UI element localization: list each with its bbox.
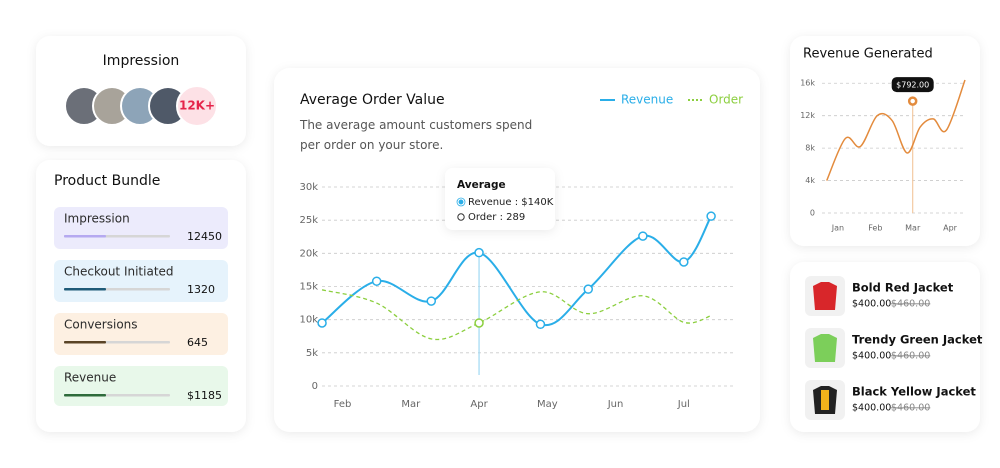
- bundle-value: $1185: [187, 389, 222, 402]
- point: [426, 296, 437, 306]
- product-name: Bold Red Jacket: [852, 281, 954, 295]
- revenue-card: [790, 36, 980, 246]
- tooltip-dot: [457, 198, 465, 206]
- x-tick-label: Feb: [868, 224, 882, 233]
- x-tick-label: Mar: [905, 224, 921, 233]
- y-tick-label: 5k: [306, 348, 318, 359]
- product-name: Trendy Green Jacket: [852, 333, 983, 347]
- tooltip-dot: [457, 213, 465, 221]
- progress-fill: [64, 235, 106, 238]
- jacket-icon: [813, 334, 837, 362]
- point: [679, 257, 689, 267]
- jacket-icon: [813, 282, 837, 310]
- point: [317, 318, 327, 328]
- progress-fill: [64, 341, 106, 344]
- y-tick-label: 0: [312, 381, 318, 392]
- bundle-label: Impression: [64, 212, 130, 226]
- tooltip-dot-ring: [456, 197, 466, 207]
- aov-title: Average Order Value: [300, 92, 445, 108]
- legend-label: Revenue: [621, 93, 673, 107]
- aov-subtitle: The average amount customers spend per o…: [300, 118, 533, 152]
- bundle-value: 12450: [187, 230, 222, 243]
- highlight-point: [907, 96, 918, 106]
- y-tick-label: 20k: [299, 248, 318, 259]
- bundle-item: [54, 260, 228, 302]
- product-old-price: $460.00: [891, 403, 930, 414]
- bundle-value: 645: [187, 336, 208, 349]
- bundle-label: Conversions: [64, 318, 138, 332]
- bundle-label: Revenue: [64, 371, 116, 385]
- product-old-price: $460.00: [891, 351, 930, 362]
- jacket-accent: [821, 390, 829, 410]
- product-price: $400.00: [852, 299, 891, 310]
- y-tick-label: 0: [810, 209, 815, 218]
- y-tick-label: 8k: [805, 144, 815, 153]
- bundle-item: [54, 207, 228, 249]
- impression-badge: 12K+: [179, 99, 215, 113]
- x-tick-label: Feb: [334, 399, 352, 410]
- x-tick-label: May: [537, 399, 558, 410]
- point: [583, 284, 594, 294]
- series-line: [826, 79, 966, 181]
- point: [638, 231, 648, 241]
- avatars: [64, 85, 218, 127]
- progress-fill: [64, 288, 106, 291]
- bundle-title: Product Bundle: [54, 173, 160, 189]
- point: [706, 211, 716, 221]
- y-tick-label: 16k: [800, 79, 815, 88]
- product-name: Black Yellow Jacket: [852, 385, 976, 399]
- y-tick-label: 15k: [299, 282, 318, 293]
- y-tick-label: 12k: [800, 111, 815, 120]
- y-tick-label: 25k: [299, 215, 318, 226]
- bundle-label: Checkout Initiated: [64, 265, 174, 279]
- tooltip-box: [445, 168, 555, 230]
- impression-title: Impression: [103, 53, 180, 69]
- point: [474, 247, 484, 258]
- product-price: $400.00: [852, 403, 891, 414]
- y-tick-label: 10k: [299, 315, 318, 326]
- tooltip-line: Order : 289: [468, 212, 525, 223]
- series-line: [321, 215, 712, 327]
- x-tick-label: Apr: [943, 224, 958, 233]
- tooltip-line: Revenue : $140K: [468, 197, 554, 208]
- y-tick-label: 4k: [805, 176, 815, 185]
- product-price: $400.00: [852, 351, 891, 362]
- x-tick-label: Apr: [470, 399, 488, 410]
- y-tick-label: 30k: [299, 182, 318, 193]
- bundle-value: 1320: [187, 283, 215, 296]
- tooltip-box: [891, 77, 934, 93]
- tooltip-title: Average: [457, 179, 506, 191]
- point: [371, 276, 382, 286]
- legend-label: Order: [709, 93, 743, 107]
- point: [474, 318, 484, 328]
- series-line: [321, 289, 712, 341]
- x-tick-label: Mar: [401, 399, 421, 410]
- point: [535, 319, 546, 330]
- product-old-price: $460.00: [891, 299, 930, 310]
- x-tick-label: Jul: [677, 399, 690, 410]
- progress-fill: [64, 394, 106, 397]
- aov-card: [274, 68, 760, 432]
- tooltip-text: $792.00: [896, 81, 929, 90]
- bundle-item: [54, 313, 228, 355]
- x-tick-label: Jan: [831, 224, 844, 233]
- revenue-title: Revenue Generated: [803, 47, 933, 62]
- x-tick-label: Jun: [607, 399, 624, 410]
